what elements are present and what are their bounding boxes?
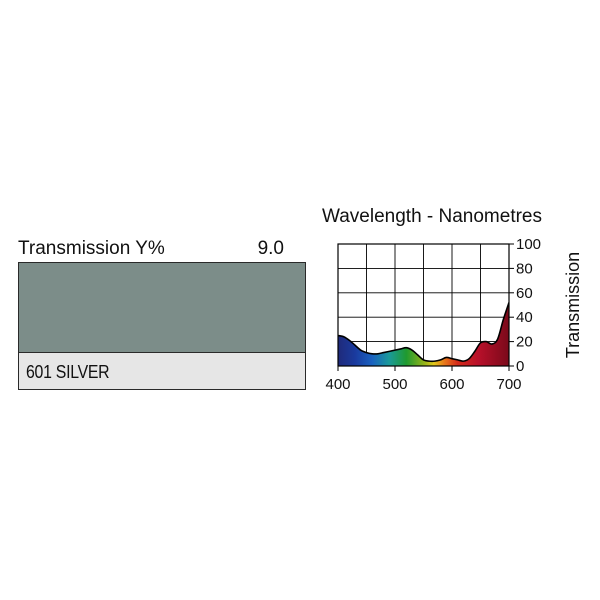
plot-frame (337, 243, 510, 367)
transmission-curve (338, 302, 509, 363)
y-tick-label: 100 (516, 236, 541, 253)
chart-title: Wavelength - Nanometres (322, 206, 543, 227)
x-tick-label: 700 (496, 376, 521, 393)
x-tick-label: 400 (325, 376, 350, 393)
x-tick-label: 500 (382, 376, 407, 393)
x-axis-ticks: 400 500 600 700 (325, 366, 522, 393)
x-tick-label: 600 (439, 376, 464, 393)
y-tick-label: 40 (516, 309, 533, 326)
filter-name: 601 SILVER (26, 362, 110, 382)
y-tick-label: 0 (516, 358, 524, 375)
transmission-area (338, 302, 509, 366)
filter-name-bar: 601 SILVER (18, 352, 306, 390)
y-tick-label: 80 (516, 260, 533, 277)
chart-grid (338, 244, 509, 366)
y-axis-ticks: 0 20 40 60 80 100 (509, 236, 541, 375)
transmission-header: Transmission Y% 9.0 (18, 237, 288, 261)
y-tick-label: 20 (516, 334, 533, 351)
filter-color-swatch (18, 262, 306, 353)
y-axis-label: Transmission (563, 252, 583, 358)
transmission-value: 9.0 (257, 238, 284, 259)
transmission-label: Transmission Y% (18, 238, 165, 259)
y-tick-label: 60 (516, 285, 533, 302)
